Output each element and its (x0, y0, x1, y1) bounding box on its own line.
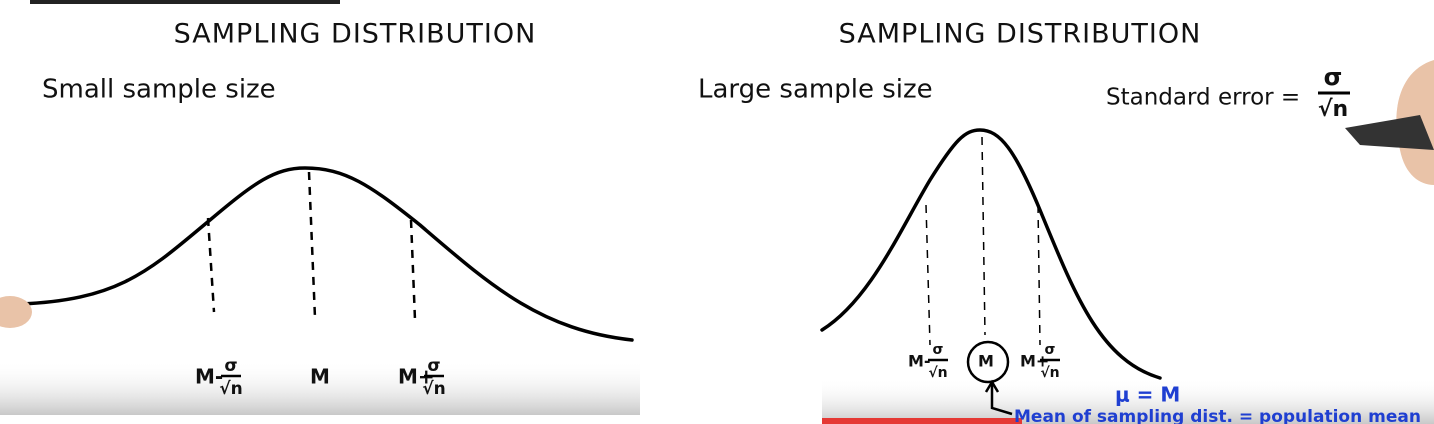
arrow (990, 384, 1013, 416)
mean-circle (966, 340, 1010, 384)
hand (0, 296, 32, 328)
label-numerator: σ (224, 356, 237, 376)
progress-bar (822, 418, 1022, 424)
distribution-curve (820, 128, 1162, 380)
panel-subtitle: Small sample size (42, 75, 276, 105)
label-denominator: √n (928, 365, 947, 381)
pen (1345, 115, 1434, 150)
label-numerator: σ (1045, 342, 1056, 358)
dashed-line (409, 219, 417, 321)
label-prefix: M (978, 352, 994, 371)
formula: Standard error = σ √n (1106, 63, 1350, 122)
right-panel: SAMPLING DISTRIBUTION Large sample size … (698, 19, 1434, 424)
label-denominator: √n (422, 379, 445, 399)
dashed-line (925, 204, 931, 346)
annotation: μ = M (1115, 383, 1180, 407)
distribution-curve (18, 166, 634, 342)
panel-subtitle: Large sample size (698, 75, 933, 105)
panel-title: SAMPLING DISTRIBUTION (839, 19, 1202, 50)
formula-numerator: σ (1324, 63, 1343, 91)
label-numerator: σ (933, 342, 944, 358)
label-numerator: σ (427, 356, 440, 376)
label-prefix: M+ (1020, 352, 1049, 371)
dashed-line (206, 217, 216, 313)
label-prefix: M (310, 365, 330, 389)
left-panel: SAMPLING DISTRIBUTION Small sample size … (0, 0, 640, 415)
label-denominator: √n (219, 379, 242, 399)
label-denominator: √n (1040, 365, 1059, 381)
formula-denominator: √n (1318, 97, 1348, 122)
dashed-line (1037, 204, 1041, 346)
dashed-line (307, 171, 317, 319)
formula-text: Standard error = (1106, 85, 1300, 111)
label-prefix: M- (908, 352, 931, 371)
note: Mean of sampling dist. = population mean (1014, 407, 1421, 424)
dashed-line (981, 136, 986, 336)
arrow-head (984, 379, 1000, 393)
axis-label: M-σ√nM M+σ√n (195, 356, 446, 399)
panel-title: SAMPLING DISTRIBUTION (174, 19, 537, 50)
video-shade (0, 360, 640, 415)
label-prefix: M- (195, 365, 223, 389)
top-bar (30, 0, 340, 4)
video-shade (822, 378, 1434, 424)
axis-label: M-σ√nM M+σ√n (908, 342, 1060, 381)
